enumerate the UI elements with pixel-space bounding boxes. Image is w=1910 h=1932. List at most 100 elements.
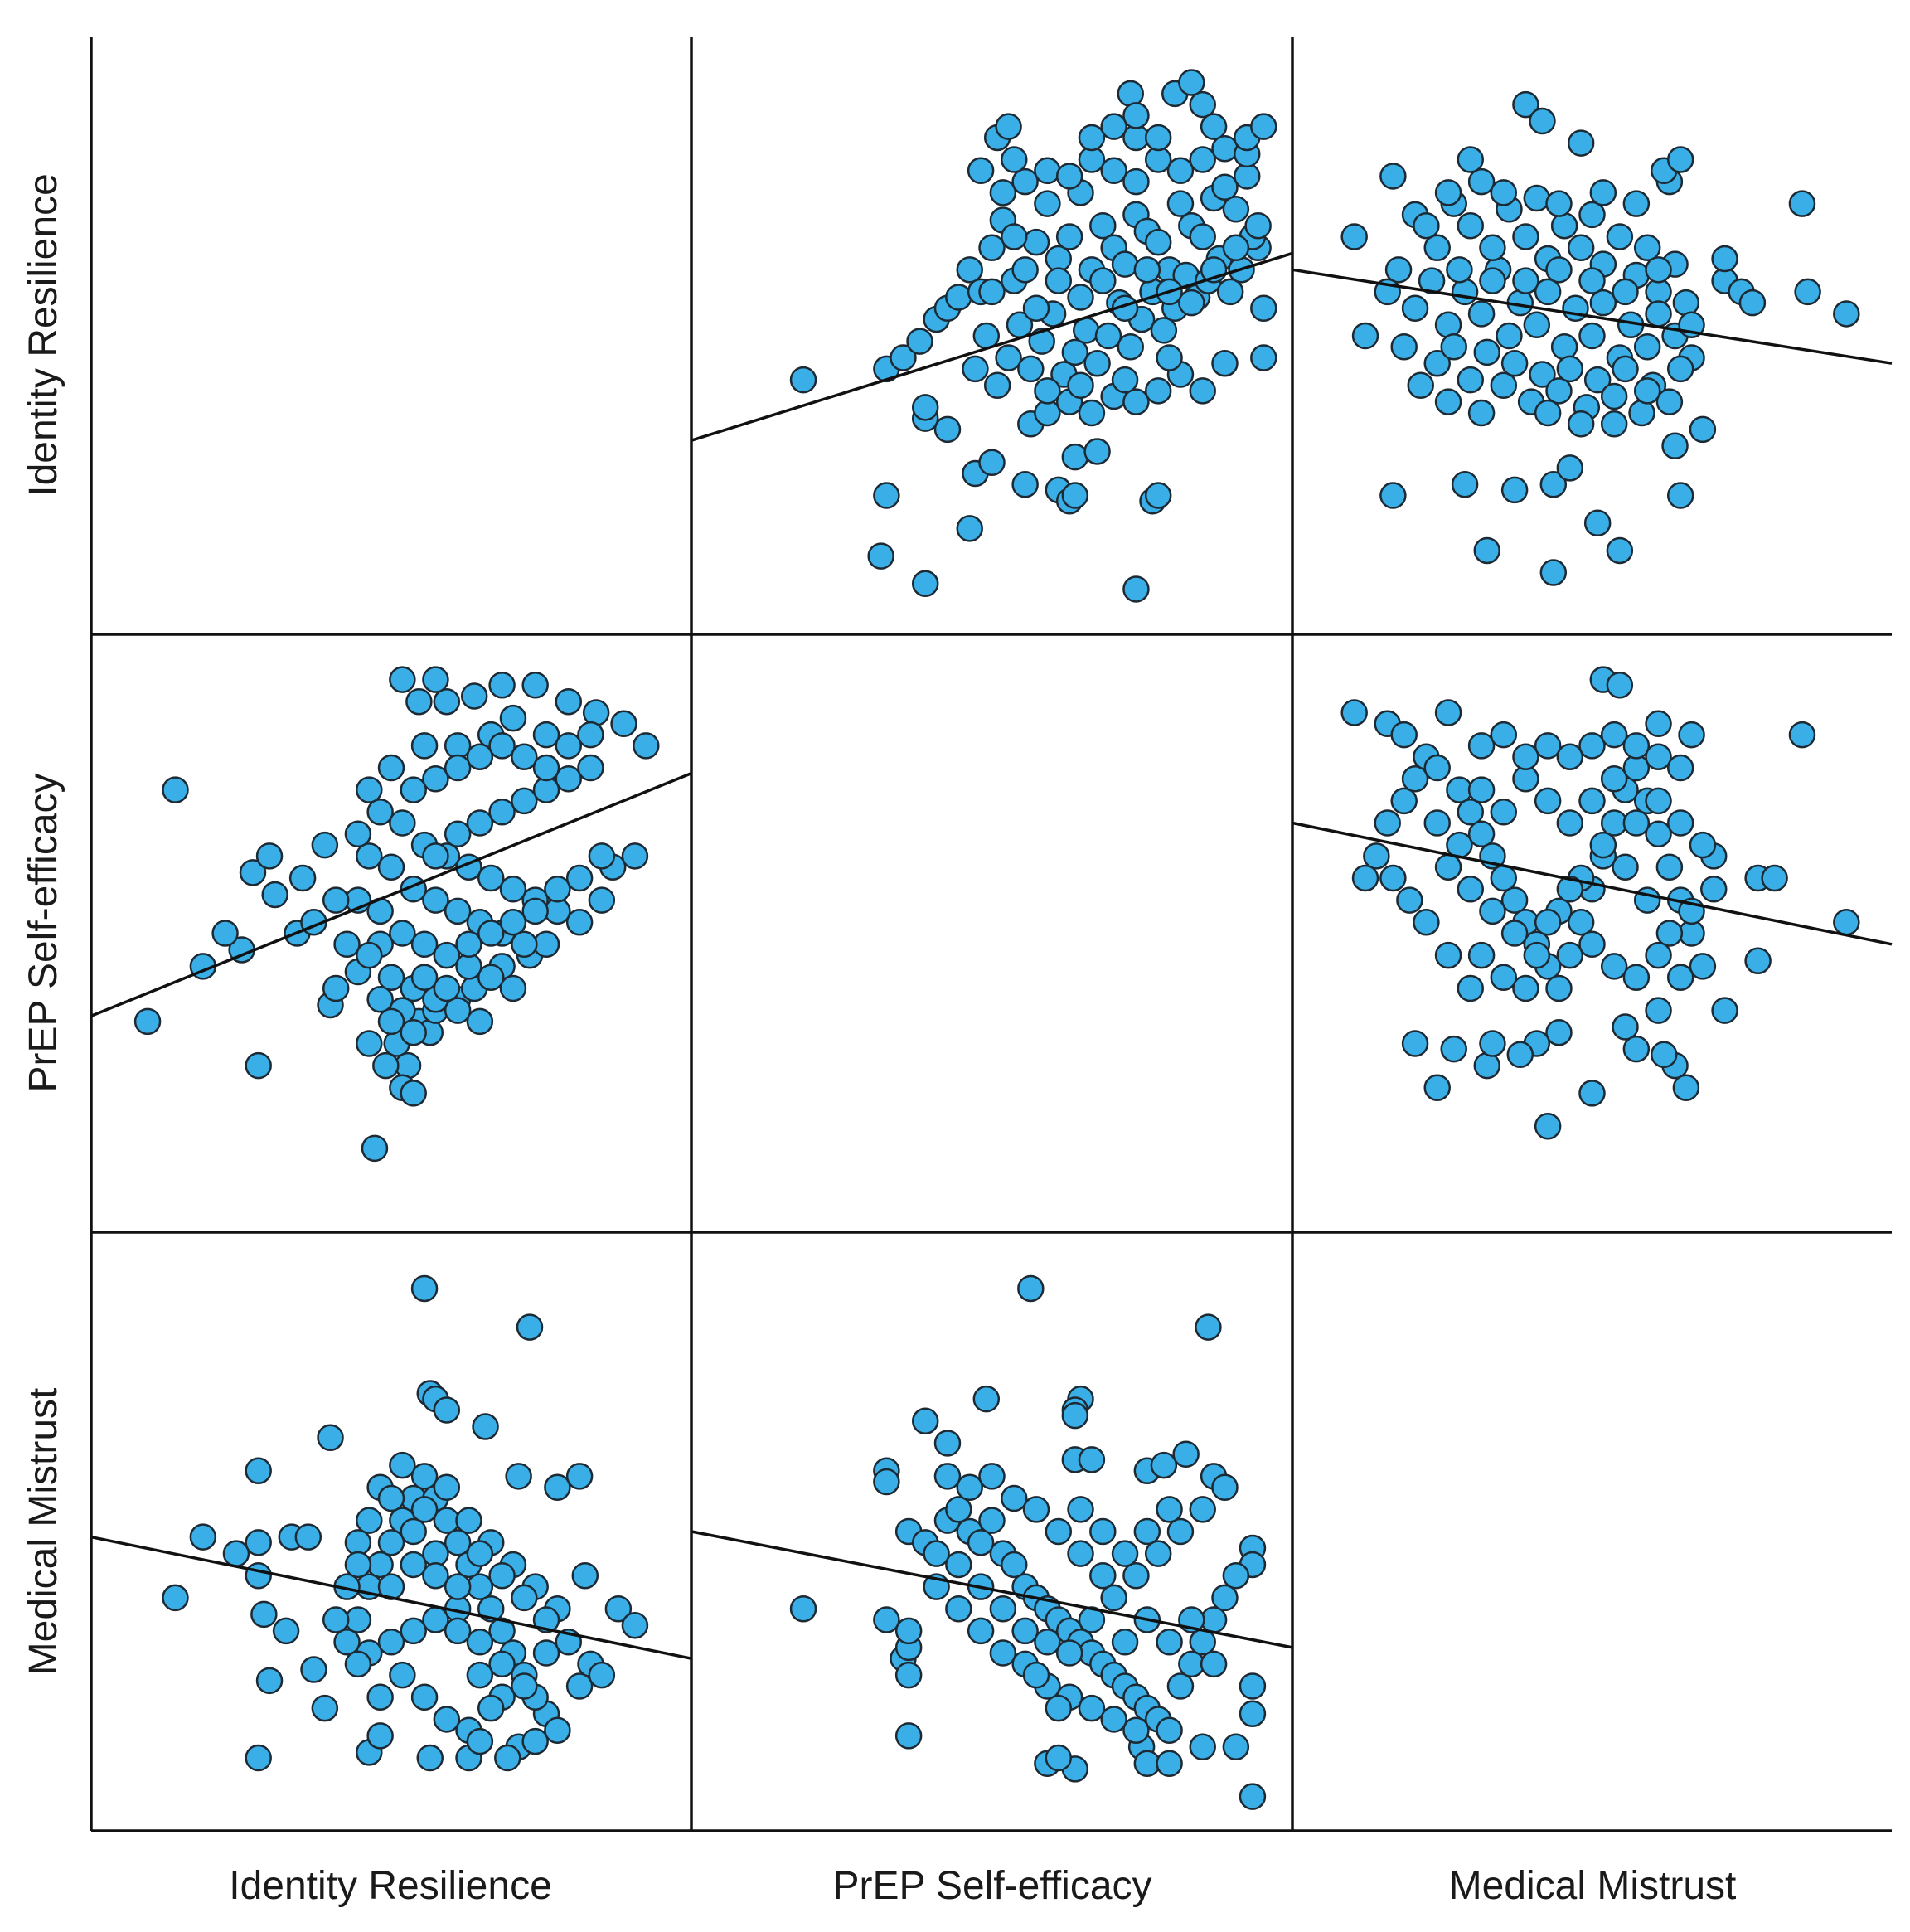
data-point [1678,721,1705,749]
data-point [444,1617,472,1645]
data-point [1612,355,1639,383]
data-point [1711,997,1738,1024]
data-point [1122,167,1150,196]
data-point [444,754,472,782]
data-point [400,1551,427,1579]
data-point [1078,1446,1106,1473]
data-point [377,1484,405,1512]
data-point [410,1274,439,1303]
data-point [1156,1496,1183,1523]
data-point [1529,107,1556,135]
data-point [911,570,939,598]
data-point [945,1595,972,1623]
data-point [1578,201,1606,229]
data-point [956,515,983,542]
data-point [1379,163,1407,190]
data-point [1434,941,1462,969]
data-point [521,897,549,925]
data-point [477,864,505,892]
data-point [1078,1694,1106,1722]
data-point [294,1523,322,1551]
data-point [1578,1080,1606,1107]
data-point [405,687,433,716]
data-point [1666,355,1694,383]
data-point [511,743,538,770]
data-point [1067,371,1094,400]
data-point [1413,211,1440,240]
data-point [1512,90,1539,119]
data-point [1622,809,1651,837]
data-point [377,754,405,782]
data-point [1633,377,1661,405]
data-point [1083,349,1111,377]
data-point [311,831,339,859]
data-point [1122,1716,1150,1745]
data-point [488,1650,516,1678]
data-point [245,1529,272,1556]
data-point [366,1683,394,1711]
data-point [532,1606,560,1633]
data-point [1434,388,1462,415]
data-point [410,1683,439,1711]
data-point [1045,1694,1073,1722]
data-point [1067,1540,1094,1567]
data-point [1523,941,1551,969]
data-point [1001,223,1028,250]
data-point [1055,223,1083,250]
data-point [1434,853,1462,881]
data-point [1117,333,1144,361]
data-point [1111,1628,1139,1656]
data-point [1390,787,1418,815]
data-point [1156,344,1183,371]
data-point [1189,90,1216,119]
data-point [1578,930,1606,959]
data-point [1089,1517,1117,1546]
data-point [1655,853,1684,881]
data-point [1017,355,1045,383]
data-point [1567,129,1595,157]
data-point [1061,443,1089,471]
fit-line [1292,268,1893,365]
data-point [1567,410,1595,438]
data-point [1239,1672,1267,1700]
data-point [1500,476,1529,504]
data-point [873,1606,900,1633]
data-point [983,371,1011,400]
scatter-panel [1292,90,1893,586]
data-point [1423,809,1451,837]
data-point [444,820,472,848]
data-point [1122,388,1150,415]
data-point [1045,1517,1073,1546]
data-point [433,974,461,1002]
data-point [1089,267,1117,294]
data-point [133,1007,162,1036]
data-point [1479,1030,1506,1057]
data-point [410,1496,439,1523]
data-point [571,1562,599,1590]
data-point [477,1694,505,1722]
data-point [1111,366,1139,394]
data-point [577,721,604,749]
data-point [377,964,405,991]
data-point [300,1656,327,1683]
data-point [1467,300,1496,328]
data-point [1200,1650,1228,1678]
data-point [1689,831,1717,859]
data-point [555,732,583,760]
scatter-panel [691,1274,1293,1810]
data-point [1556,454,1584,482]
data-point [488,1562,516,1590]
data-point [978,1463,1006,1490]
data-point [255,1667,284,1695]
data-point [1166,1517,1195,1546]
data-point [933,415,962,444]
data-point [1583,366,1612,394]
data-point [995,344,1022,371]
data-point [1761,864,1788,892]
data-point [1172,1440,1200,1468]
data-point [521,672,549,699]
data-point [1539,471,1568,498]
data-point [488,732,516,760]
data-point [978,1507,1006,1534]
data-point [1490,798,1518,826]
